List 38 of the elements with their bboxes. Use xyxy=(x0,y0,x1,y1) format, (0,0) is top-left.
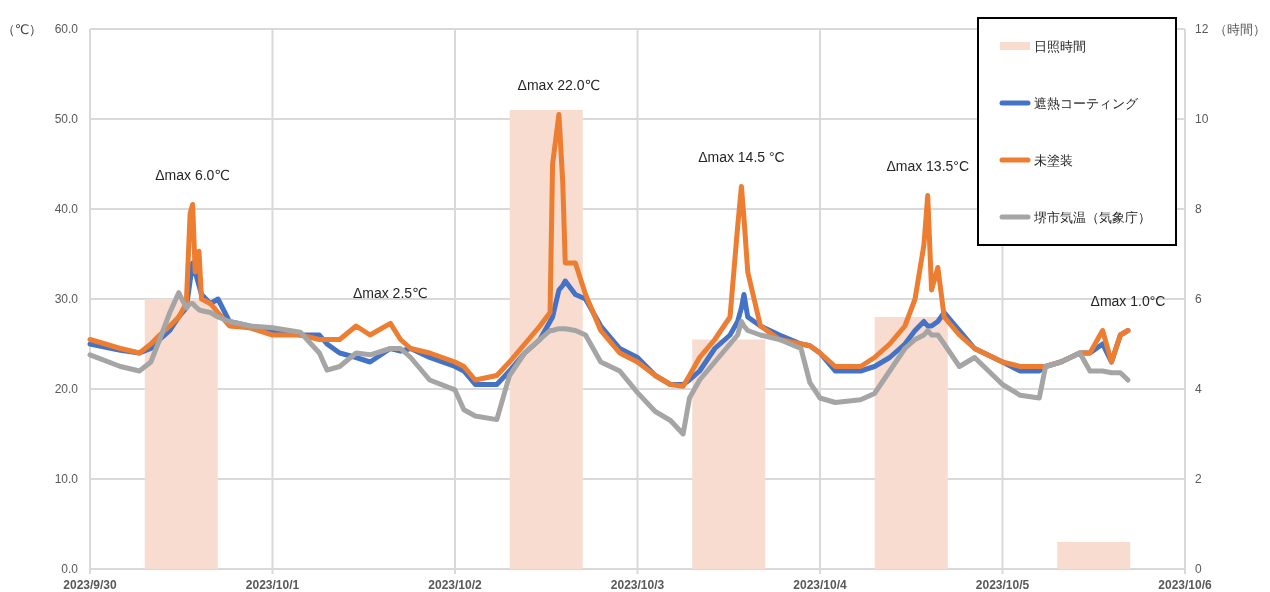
y-tick-label: 50.0 xyxy=(54,112,79,126)
annotation: Δmax 1.0°C xyxy=(1090,292,1166,309)
x-tick-label: 2023/10/1 xyxy=(245,578,300,592)
y2-tick-label: 6 xyxy=(1195,292,1202,306)
x-tick-label: 2023/10/4 xyxy=(793,578,848,592)
annotation: Δmax 2.5℃ xyxy=(352,285,428,302)
y-tick-label: 20.0 xyxy=(54,382,79,396)
y-tick-label: 10.0 xyxy=(54,472,79,486)
x-tick-label: 2023/10/5 xyxy=(975,578,1030,592)
annotation: Δmax 13.5°C xyxy=(886,157,970,174)
x-tick-label: 2023/10/2 xyxy=(428,578,483,592)
legend-label: 遮熱コーティング xyxy=(1034,96,1139,111)
x-tick-label: 2023/10/3 xyxy=(610,578,665,592)
y-axis-title: （℃） xyxy=(1,22,43,37)
y2-tick-label: 12 xyxy=(1195,22,1209,36)
bar xyxy=(692,339,766,569)
y2-axis-title: （時間） xyxy=(1214,22,1266,37)
x-tick-label: 2023/9/30 xyxy=(63,578,118,592)
y2-tick-label: 8 xyxy=(1195,202,1202,216)
bar xyxy=(1057,542,1131,569)
y2-tick-label: 4 xyxy=(1195,382,1202,396)
annotation: Δmax 14.5 °C xyxy=(698,148,785,165)
y2-tick-label: 2 xyxy=(1195,472,1202,486)
legend-label: 日照時間 xyxy=(1034,39,1086,54)
bar xyxy=(874,317,948,569)
legend-label: 未塗装 xyxy=(1034,153,1073,168)
y2-tick-label: 10 xyxy=(1195,112,1209,126)
legend-label: 堺市気温（気象庁） xyxy=(1033,210,1151,225)
bar xyxy=(144,299,218,569)
x-tick-label: 2023/10/6 xyxy=(1158,578,1213,592)
y-tick-label: 0.0 xyxy=(61,562,79,576)
y-tick-label: 60.0 xyxy=(54,22,79,36)
annotation: Δmax 22.0℃ xyxy=(517,76,601,93)
y-tick-label: 30.0 xyxy=(54,292,79,306)
bar xyxy=(509,110,583,569)
annotation: Δmax 6.0℃ xyxy=(155,166,231,183)
y2-tick-label: 0 xyxy=(1195,562,1202,576)
y-tick-label: 40.0 xyxy=(54,202,79,216)
